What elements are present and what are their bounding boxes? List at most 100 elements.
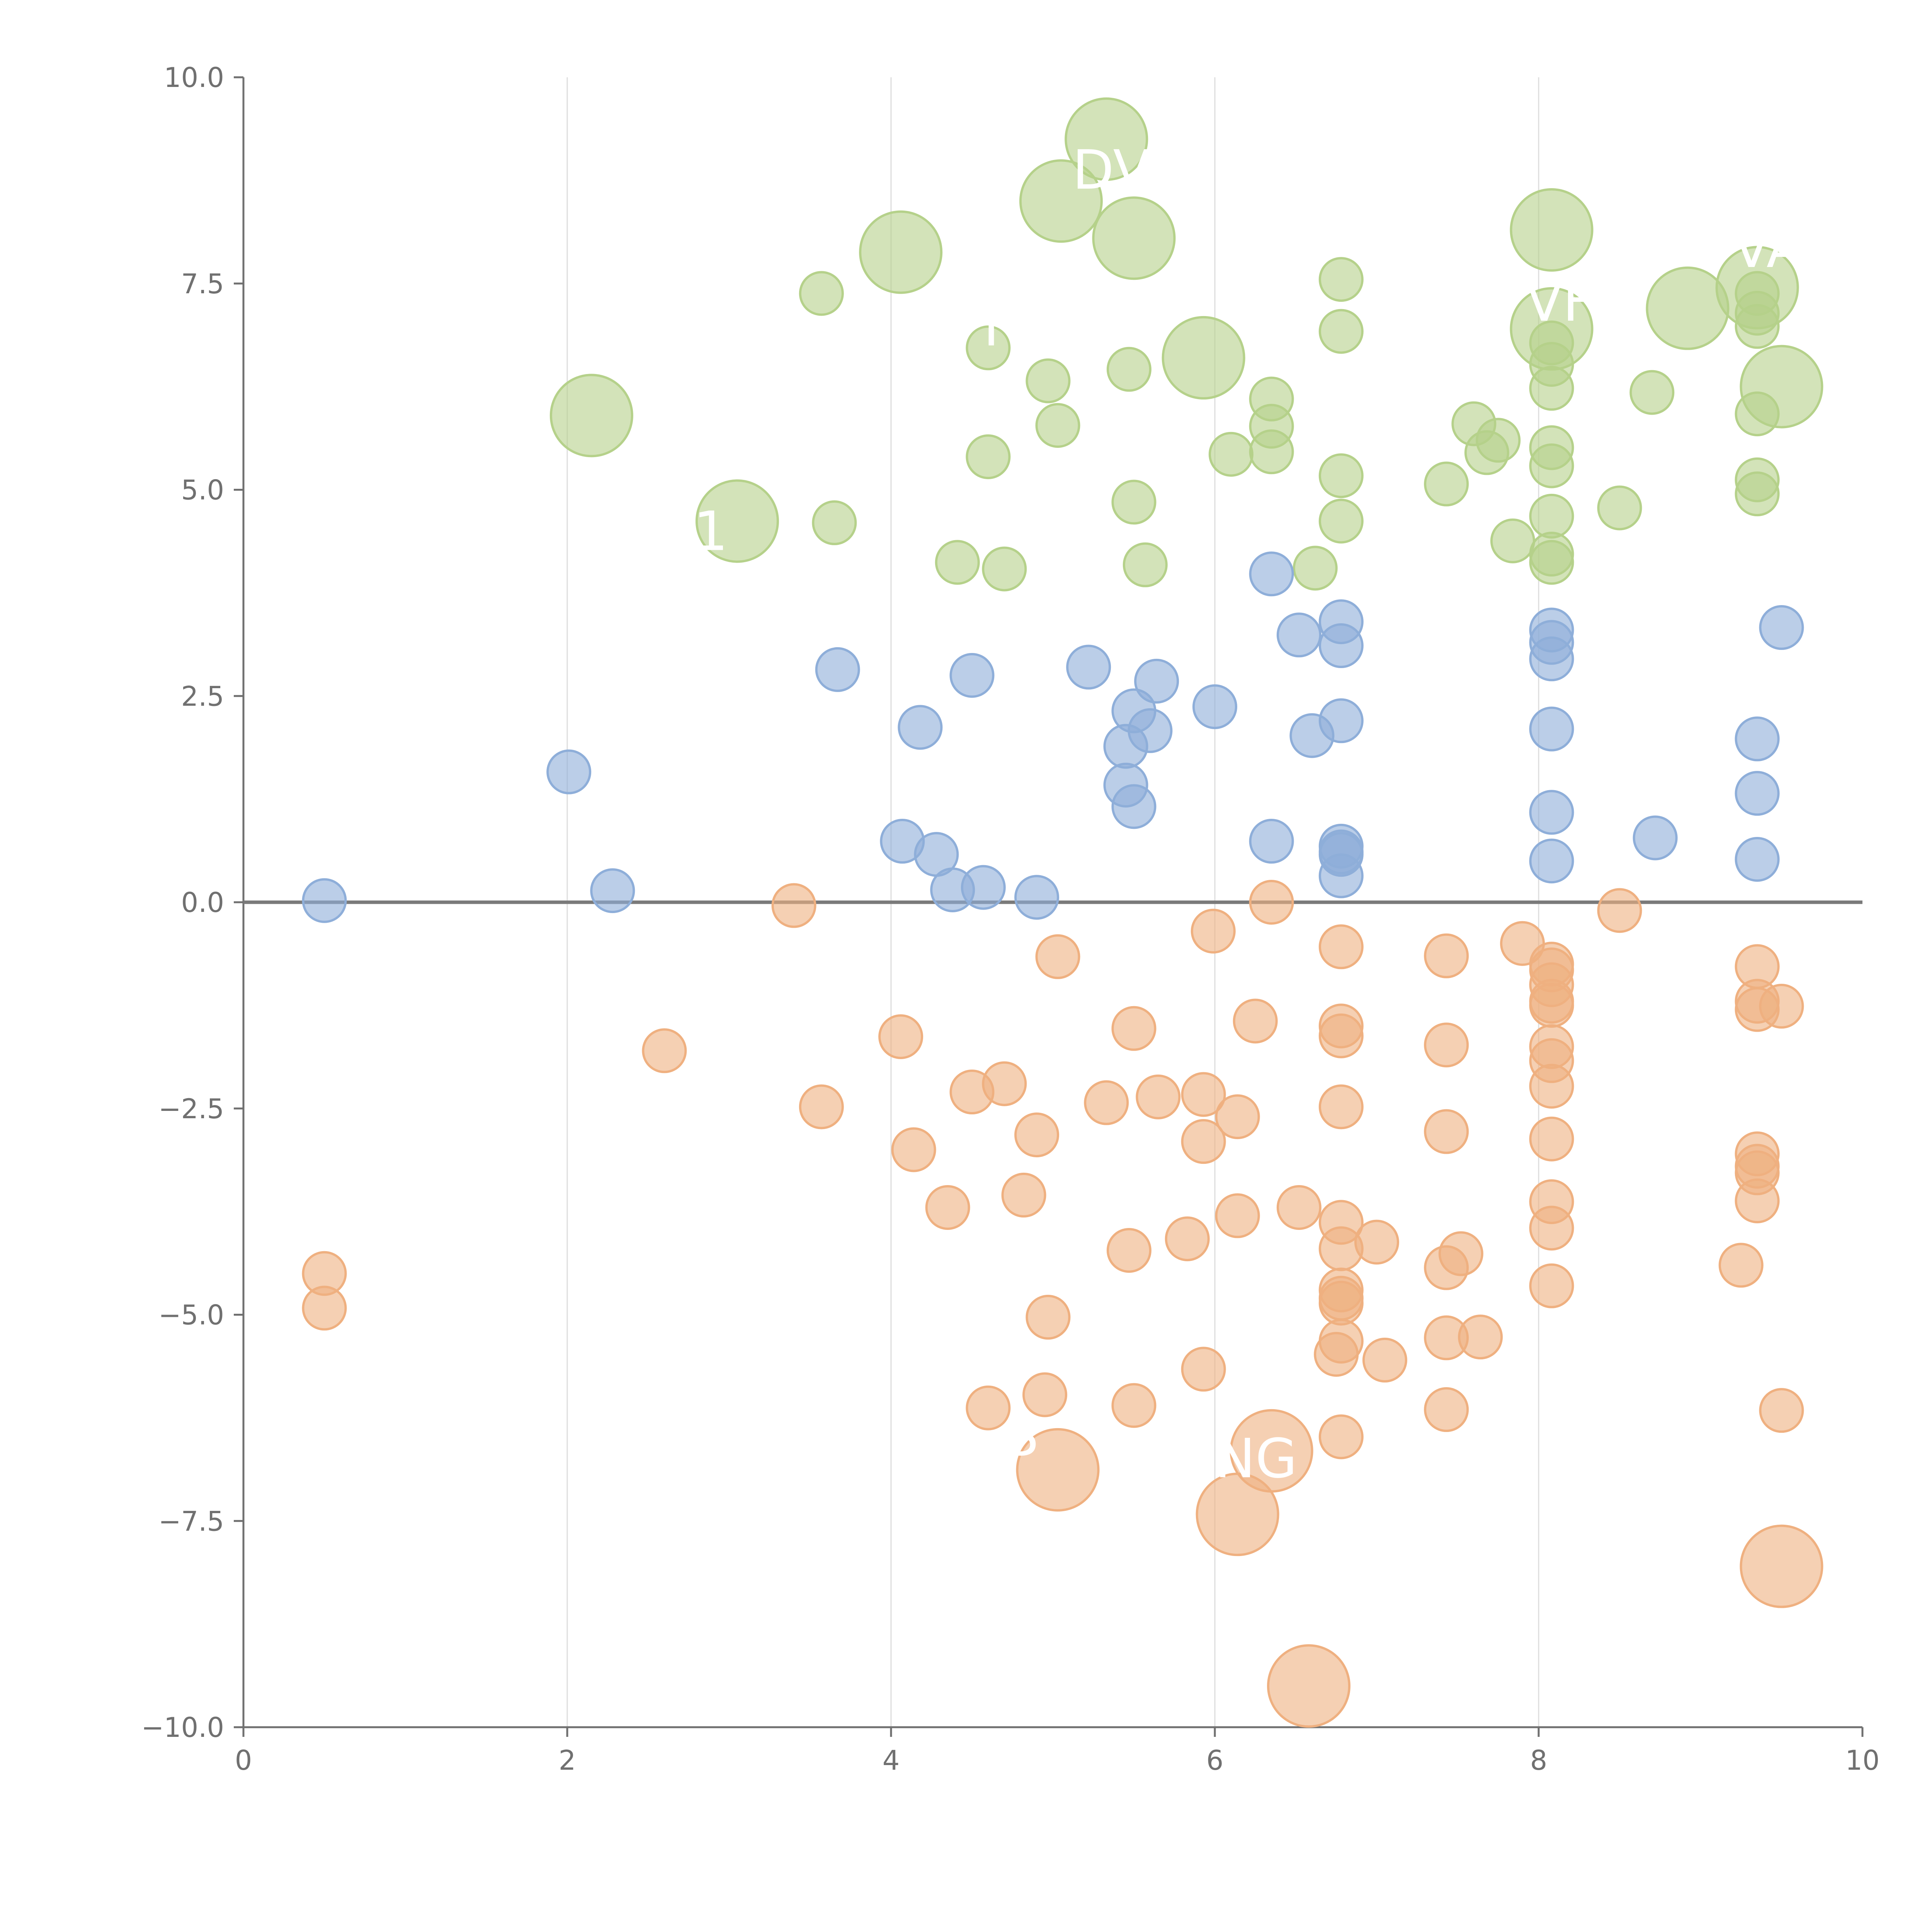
annotation-label: NG: [1215, 1427, 1297, 1490]
green-point: [1510, 188, 1594, 272]
green-point: [935, 540, 980, 585]
green-point: [966, 325, 1011, 371]
orange-point: [891, 1127, 936, 1172]
green-point: [1490, 518, 1535, 563]
blue-point: [1633, 815, 1678, 861]
orange-point: [1362, 1337, 1407, 1383]
green-point: [1122, 542, 1168, 587]
orange-point: [1111, 1383, 1156, 1428]
orange-point: [771, 883, 816, 928]
blue-point: [949, 653, 995, 698]
green-point: [1162, 316, 1245, 400]
green-point: [1735, 471, 1780, 517]
blue-point: [1066, 645, 1111, 690]
blue-point: [546, 749, 592, 794]
orange-point: [1267, 1644, 1351, 1728]
orange-point: [1215, 1193, 1260, 1238]
orange-point: [1001, 1172, 1046, 1218]
green-point: [1092, 196, 1176, 280]
green-point: [799, 271, 844, 316]
orange-point: [1438, 1231, 1483, 1276]
green-point: [695, 479, 779, 563]
orange-point: [1181, 1119, 1226, 1164]
orange-point: [1318, 924, 1364, 969]
green-point: [1318, 498, 1364, 544]
orange-point: [1084, 1080, 1129, 1125]
green-point: [1065, 97, 1148, 181]
blue-point: [1249, 819, 1294, 864]
annotation-label: S: [1004, 1405, 1039, 1468]
points-layer: [302, 97, 1823, 1728]
blue-point: [1134, 658, 1179, 704]
orange-point: [1597, 888, 1642, 933]
orange-point: [1318, 1281, 1364, 1326]
blue-point: [590, 868, 635, 913]
blue-point: [1128, 708, 1173, 753]
blue-point: [302, 878, 347, 923]
green-point: [549, 374, 633, 457]
orange-point: [966, 1385, 1011, 1430]
blue-point: [1276, 612, 1321, 658]
orange-point: [1718, 1243, 1764, 1288]
green-point: [1293, 546, 1338, 591]
blue-point: [1318, 853, 1364, 898]
green-point: [1597, 485, 1642, 531]
orange-point: [1318, 1013, 1364, 1058]
orange-point: [925, 1185, 970, 1230]
blue-point: [1111, 784, 1156, 829]
blue-point: [1529, 636, 1574, 682]
x-tick-label: 6: [1206, 1745, 1224, 1776]
orange-point: [1424, 1109, 1469, 1154]
orange-point: [799, 1084, 844, 1129]
orange-point: [1318, 1084, 1364, 1129]
annotation-label: I: [983, 296, 999, 359]
blue-point: [815, 647, 860, 692]
y-tick-label: −10.0: [141, 1712, 224, 1743]
y-tick-label: 0.0: [181, 887, 224, 918]
blue-point: [1529, 706, 1574, 752]
green-point: [1646, 266, 1730, 350]
green-point: [1629, 370, 1675, 415]
green-point: [1208, 432, 1253, 477]
orange-point: [1354, 1219, 1399, 1265]
annotation-label: 1: [694, 500, 728, 563]
green-point: [982, 546, 1027, 592]
annotation-label: VF: [1526, 271, 1594, 334]
orange-point: [1759, 984, 1804, 1029]
orange-point: [1318, 1414, 1364, 1459]
blue-point: [1529, 838, 1574, 884]
y-tick-label: 10.0: [164, 62, 224, 94]
green-point: [1318, 257, 1364, 302]
green-point: [1249, 429, 1294, 474]
blue-point: [1249, 551, 1294, 597]
orange-point: [1022, 1372, 1068, 1417]
orange-point: [1458, 1315, 1503, 1360]
orange-point: [1529, 1116, 1574, 1162]
green-point: [1106, 347, 1151, 392]
annotation-label: DV: [1072, 139, 1150, 202]
orange-point: [1035, 934, 1080, 979]
green-point: [1318, 309, 1364, 354]
green-point: [1035, 403, 1080, 448]
green-point: [1111, 480, 1156, 525]
green-point: [812, 500, 857, 545]
green-point: [1735, 304, 1780, 349]
orange-point: [1740, 1524, 1823, 1608]
green-point: [1529, 493, 1574, 539]
orange-point: [1424, 933, 1469, 978]
orange-point: [1424, 1022, 1469, 1068]
orange-point: [1026, 1294, 1071, 1340]
blue-point: [1014, 875, 1060, 920]
green-point: [1424, 461, 1469, 507]
orange-point: [1529, 1064, 1574, 1109]
orange-point: [1215, 1094, 1260, 1139]
x-tick-label: 0: [235, 1745, 252, 1776]
blue-point: [1735, 716, 1780, 762]
green-point: [1735, 391, 1780, 437]
x-tick-label: 8: [1530, 1745, 1548, 1776]
blue-point: [1529, 790, 1574, 835]
annotation-layer: DV VA VF I 1 S NG: [694, 139, 1804, 1490]
green-point: [1318, 453, 1364, 498]
orange-point: [1165, 1216, 1210, 1262]
